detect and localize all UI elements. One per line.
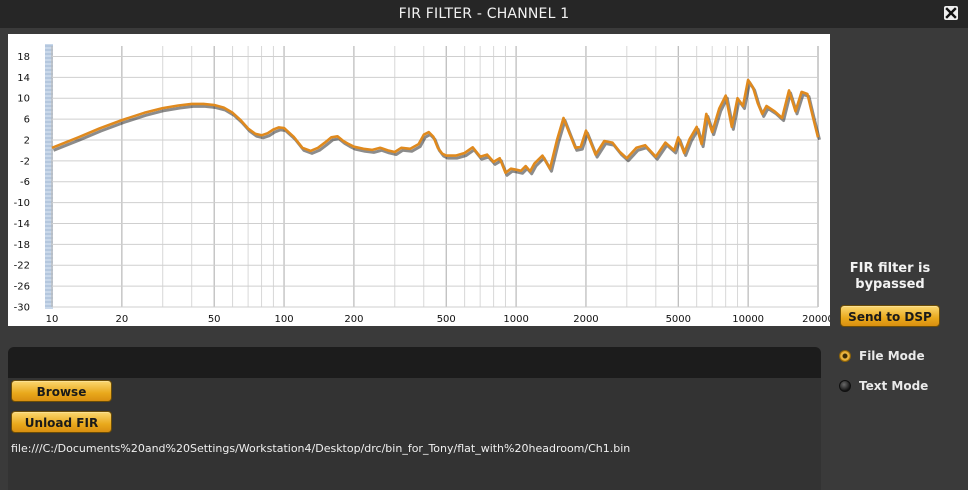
y-tick-label: 6 (24, 115, 30, 126)
plot-area: 18 14 10 6 2 -2 -6 -10 -14 -18 -22 -26 -30 10 20 50 100 2… (14, 44, 830, 325)
file-mode-label: File Mode (859, 349, 925, 363)
y-tick-label: -10 (14, 198, 30, 209)
y-tick-label: 10 (17, 94, 30, 105)
x-tick-label: 1000 (503, 314, 528, 325)
x-tick-label: 500 (437, 314, 456, 325)
x-tick-label: 200 (344, 314, 363, 325)
x-tick-label: 2000 (573, 314, 598, 325)
x-tick-label: 5000 (666, 314, 691, 325)
y-tick-label: -22 (14, 261, 30, 272)
y-tick-label: 18 (17, 52, 30, 63)
file-panel (8, 347, 821, 490)
y-tick-label: -30 (14, 303, 30, 314)
x-tick-label: 10000 (732, 314, 764, 325)
radio-indicator-file-mode[interactable] (839, 350, 851, 362)
y-tick-label: -18 (14, 240, 30, 251)
x-tick-label: 50 (208, 314, 221, 325)
plot-background (52, 46, 818, 307)
x-tick-label: 20000 (802, 314, 830, 325)
y-tick-label: -14 (14, 219, 30, 230)
y-tick-label: -26 (14, 282, 30, 293)
frequency-response-chart: 18 14 10 6 2 -2 -6 -10 -14 -18 -22 -26 -30 10 20 50 100 2… (8, 34, 830, 326)
y-tick-label: 14 (17, 73, 30, 84)
radio-indicator-text-mode[interactable] (839, 380, 851, 392)
unload-fir-button[interactable]: Unload FIR (11, 411, 112, 433)
x-tick-label: 10 (46, 314, 59, 325)
x-tick-label: 20 (115, 314, 128, 325)
text-mode-label: Text Mode (859, 379, 929, 393)
bypass-status-label: FIR filter is bypassed (849, 261, 931, 292)
level-strip (45, 44, 53, 309)
title-bar: FIR FILTER - CHANNEL 1 (0, 0, 968, 28)
close-icon[interactable] (944, 6, 958, 20)
y-tick-label: 2 (24, 135, 30, 146)
y-tick-label: -6 (20, 177, 30, 188)
file-path-text: file:///C:/Documents%20and%20Settings/Wo… (11, 442, 631, 455)
window-title: FIR FILTER - CHANNEL 1 (398, 6, 570, 22)
file-panel-header (8, 347, 821, 378)
send-to-dsp-button[interactable]: Send to DSP (840, 305, 940, 327)
browse-button[interactable]: Browse (11, 380, 112, 402)
x-tick-label: 100 (275, 314, 294, 325)
response-curve (51, 78, 820, 175)
y-tick-label: -2 (20, 156, 30, 167)
